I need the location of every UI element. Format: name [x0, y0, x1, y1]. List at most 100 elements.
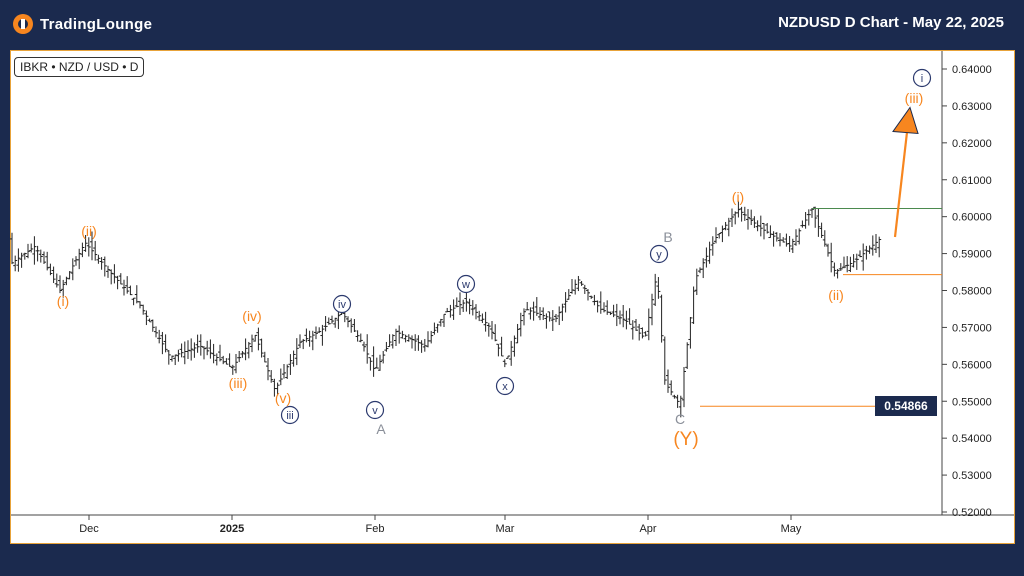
wave-text: w [461, 279, 470, 291]
wave-circle [912, 68, 932, 88]
wave-text: (i) [57, 293, 69, 309]
ohlc-bar [176, 349, 181, 362]
brand-name: TradingLounge [40, 15, 153, 33]
ohlc-bar [304, 328, 309, 343]
ohlc-bar [170, 355, 174, 362]
ohlc-bar [147, 318, 152, 323]
wave-label: (v) [275, 390, 291, 406]
ohlc-bar [96, 254, 101, 264]
ohlc-bar [387, 334, 392, 348]
ohlc-bar [480, 313, 485, 323]
ohlc-bar [576, 275, 581, 292]
ohlc-bar [640, 327, 645, 339]
ohlc-bar [592, 294, 597, 306]
ohlc-bar [208, 339, 213, 359]
ohlc-bar [205, 340, 210, 356]
ohlc-bar [429, 330, 434, 344]
y-tick-label: 0.59000 [952, 249, 992, 261]
ohlc-bar [803, 211, 808, 229]
ohlc-bar [509, 340, 514, 366]
x-tick-label: May [781, 523, 802, 535]
wave-circle [456, 274, 476, 294]
price-badge: 0.54866 [875, 396, 937, 416]
ohlc-bar [666, 369, 670, 393]
ohlc-bar [189, 338, 194, 361]
ohlc-bar [179, 343, 184, 358]
ohlc-bar [48, 263, 53, 276]
ohlc-bar [74, 256, 78, 266]
ohlc-bar [438, 318, 443, 327]
wave-label: i [912, 68, 932, 88]
ohlc-bar [246, 341, 251, 359]
ohlc-bar [851, 254, 856, 268]
ohlc-bar [259, 338, 264, 358]
wave-label: (ii) [81, 223, 97, 239]
ohlc-bar [710, 236, 715, 256]
ohlc-bar [198, 334, 203, 356]
ohlc-bar [819, 222, 824, 238]
wave-label: (iii) [229, 375, 248, 391]
ohlc-bar [128, 285, 133, 296]
ohlc-bar [611, 304, 616, 318]
ohlc-bar [342, 311, 347, 323]
ohlc-bar [141, 304, 146, 315]
ohlc-bar [330, 315, 334, 324]
ohlc-bar [16, 248, 21, 272]
ohlc-bar [746, 209, 750, 230]
ohlc-bar [432, 322, 437, 335]
wave-text: B [663, 229, 672, 245]
ohlc-bar [406, 334, 411, 342]
ohlc-bar [323, 316, 328, 332]
ohlc-bar [586, 289, 590, 301]
ohlc-bar [83, 234, 88, 252]
ohlc-bar [13, 255, 18, 272]
ohlc-bar [166, 350, 171, 365]
y-tick-label: 0.52000 [952, 507, 992, 519]
ohlc-bar [598, 291, 603, 314]
wave-text: (i) [732, 189, 744, 205]
ohlc-bar [704, 247, 709, 268]
x-tick-label: 2025 [220, 523, 244, 535]
ohlc-bar [90, 231, 94, 261]
ohlc-bar [35, 245, 40, 262]
ohlc-bar [518, 312, 523, 337]
ohlc-bar [131, 297, 136, 306]
ohlc-bar [10, 232, 14, 265]
ohlc-bar [602, 302, 606, 313]
ohlc-bar [618, 310, 622, 325]
ohlc-bar [499, 336, 504, 357]
y-tick-label: 0.54000 [952, 433, 992, 445]
wave-label: (i) [57, 293, 69, 309]
ohlc-bar [314, 326, 318, 340]
wave-text: v [372, 405, 378, 417]
ohlc-bar [547, 311, 552, 322]
ohlc-bar [77, 248, 82, 270]
ohlc-bar [864, 245, 869, 260]
ohlc-bar [374, 357, 379, 369]
ohlc-bar [195, 334, 200, 353]
ohlc-bar [493, 324, 498, 342]
ohlc-bar [650, 293, 654, 326]
ohlc-bar [867, 245, 872, 254]
brand-logo[interactable]: TradingLounge [12, 12, 152, 36]
ohlc-bar [678, 395, 683, 418]
wave-label: y [649, 244, 669, 264]
ohlc-bar [99, 257, 104, 270]
ohlc-bar [829, 242, 834, 273]
ohlc-bar [230, 364, 235, 375]
ohlc-bar [531, 301, 536, 321]
ohlc-bar [448, 304, 453, 318]
ohlc-bar [410, 335, 414, 349]
wave-label: v [365, 400, 385, 420]
ohlc-bar [675, 394, 680, 408]
ohlc-bar [234, 354, 238, 374]
ohlc-bar [800, 220, 805, 228]
ohlc-bar [643, 331, 648, 337]
ohlc-bar [266, 357, 270, 381]
ohlc-bar [486, 322, 491, 337]
ohlc-bar [42, 251, 46, 265]
ohlc-bar [573, 279, 578, 295]
ohlc-bar [442, 313, 446, 328]
ohlc-bar [112, 264, 117, 284]
